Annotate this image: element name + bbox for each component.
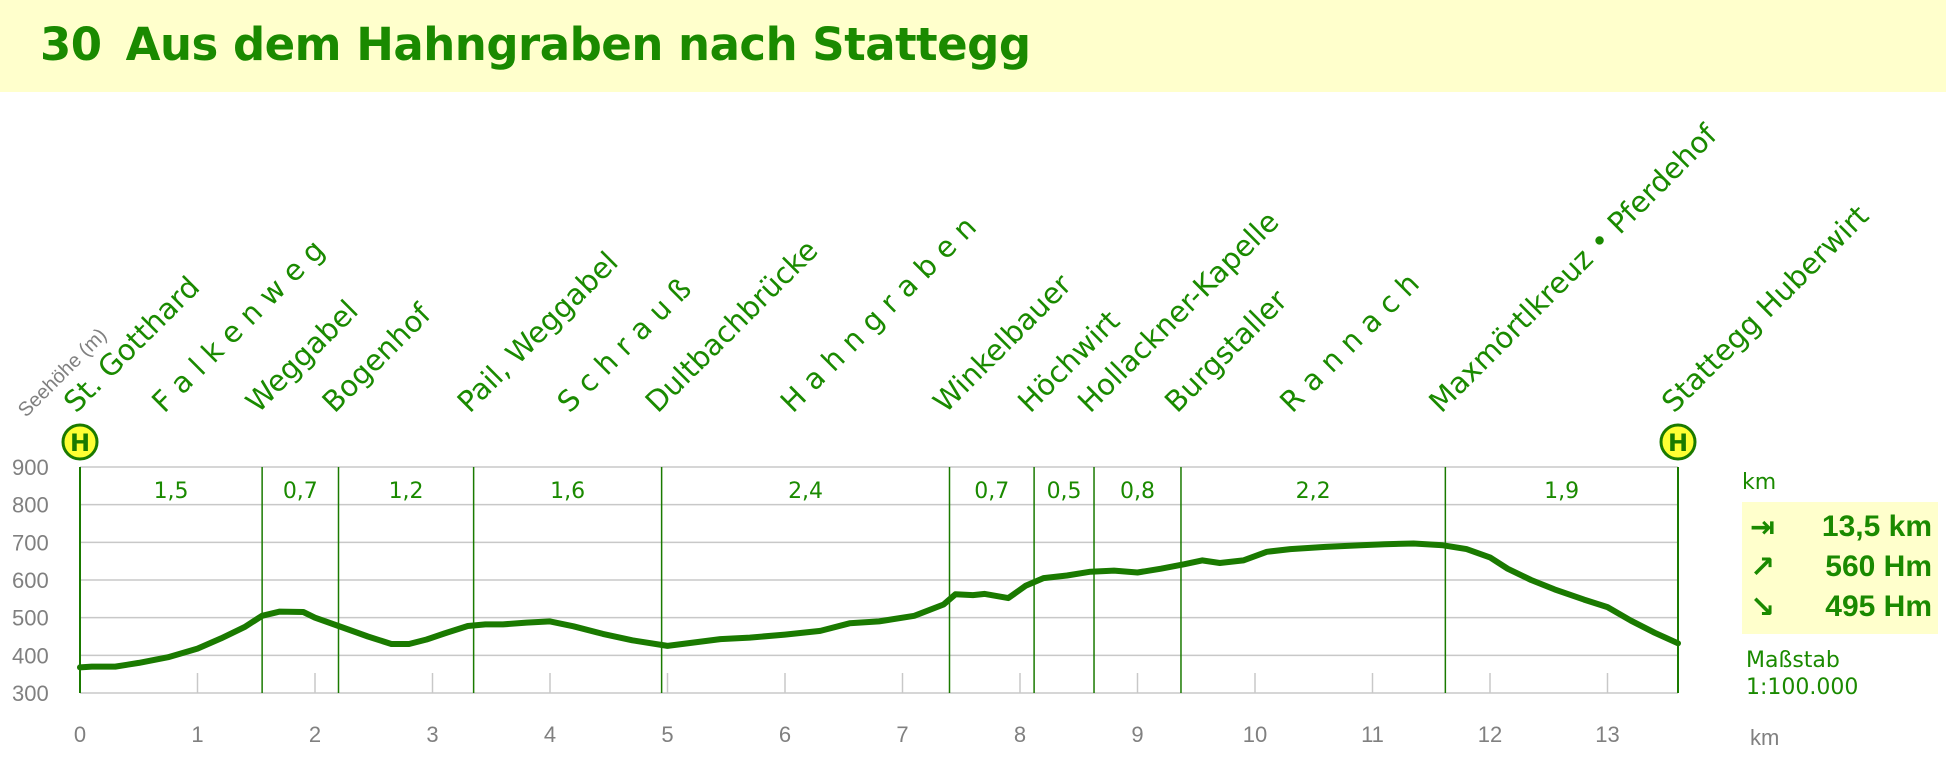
arrow-down-right-icon: ↘ — [1750, 591, 1776, 624]
ascent-row: ↗ 560 Hm — [1742, 550, 1938, 590]
route-number: 30 — [40, 18, 102, 71]
bus-stop-icon — [61, 423, 99, 461]
y-tick-label: 500 — [12, 606, 49, 631]
segment-km-label: 1,2 — [389, 479, 424, 504]
x-tick-label: 12 — [1478, 722, 1502, 747]
scale-label: Maßstab — [1746, 648, 1840, 673]
bus-stop-icon — [1659, 423, 1697, 461]
descent-value: 495 Hm — [1825, 590, 1932, 623]
segment-km-label: 2,2 — [1296, 479, 1331, 504]
stats-box: ⇥ 13,5 km ↗ 560 Hm ↘ 495 Hm — [1742, 502, 1938, 634]
scale-value: 1:100.000 — [1746, 675, 1859, 700]
descent-row: ↘ 495 Hm — [1742, 590, 1938, 630]
page-title: 30 Aus dem Hahngraben nach Stattegg — [40, 18, 1031, 71]
segment-km-label: 0,5 — [1047, 479, 1082, 504]
segment-km-label: 0,7 — [283, 479, 318, 504]
x-axis-label: km — [1750, 725, 1779, 750]
segment-km-label: 0,8 — [1120, 479, 1155, 504]
segment-km-label: 1,9 — [1544, 479, 1579, 504]
x-tick-label: 5 — [661, 722, 673, 747]
title-bar — [0, 0, 1946, 92]
route-name: Aus dem Hahngraben nach Stattegg — [125, 18, 1031, 71]
y-tick-label: 800 — [12, 493, 49, 518]
y-tick-label: 600 — [12, 568, 49, 593]
segment-km-label: 0,7 — [974, 479, 1009, 504]
y-tick-label: 700 — [12, 530, 49, 555]
arrow-up-right-icon: ↗ — [1750, 551, 1776, 584]
x-tick-label: 6 — [779, 722, 791, 747]
x-tick-label: 4 — [544, 722, 556, 747]
segment-km-label: 1,6 — [550, 479, 585, 504]
arrow-right-bar-icon: ⇥ — [1750, 511, 1776, 544]
bus-stop-letter: H — [1668, 429, 1688, 457]
x-tick-label: 11 — [1361, 722, 1384, 747]
place-label: R a n n a c h — [1273, 266, 1426, 419]
x-tick-label: 7 — [896, 722, 908, 747]
segment-km-label: 2,4 — [788, 479, 823, 504]
x-tick-label: 0 — [74, 722, 86, 747]
y-tick-label: 400 — [12, 643, 49, 668]
x-tick-label: 2 — [309, 722, 321, 747]
y-tick-label: 300 — [12, 681, 49, 706]
segment-km-label: 1,5 — [154, 479, 189, 504]
x-tick-label: 13 — [1595, 722, 1619, 747]
x-tick-label: 8 — [1014, 722, 1026, 747]
ascent-value: 560 Hm — [1825, 550, 1932, 583]
x-tick-label: 1 — [191, 722, 203, 747]
place-label: Stattegg Huberwirt — [1655, 199, 1875, 419]
distance-value: 13,5 km — [1821, 510, 1932, 543]
x-tick-label: 3 — [426, 722, 438, 747]
bus-stop-letter: H — [70, 429, 90, 457]
stats-unit-label: km — [1742, 470, 1777, 495]
x-tick-label: 10 — [1243, 722, 1267, 747]
elevation-line — [77, 540, 1681, 671]
y-tick-label: 900 — [12, 455, 49, 480]
distance-row: ⇥ 13,5 km — [1742, 510, 1938, 550]
x-tick-label: 9 — [1131, 722, 1143, 747]
